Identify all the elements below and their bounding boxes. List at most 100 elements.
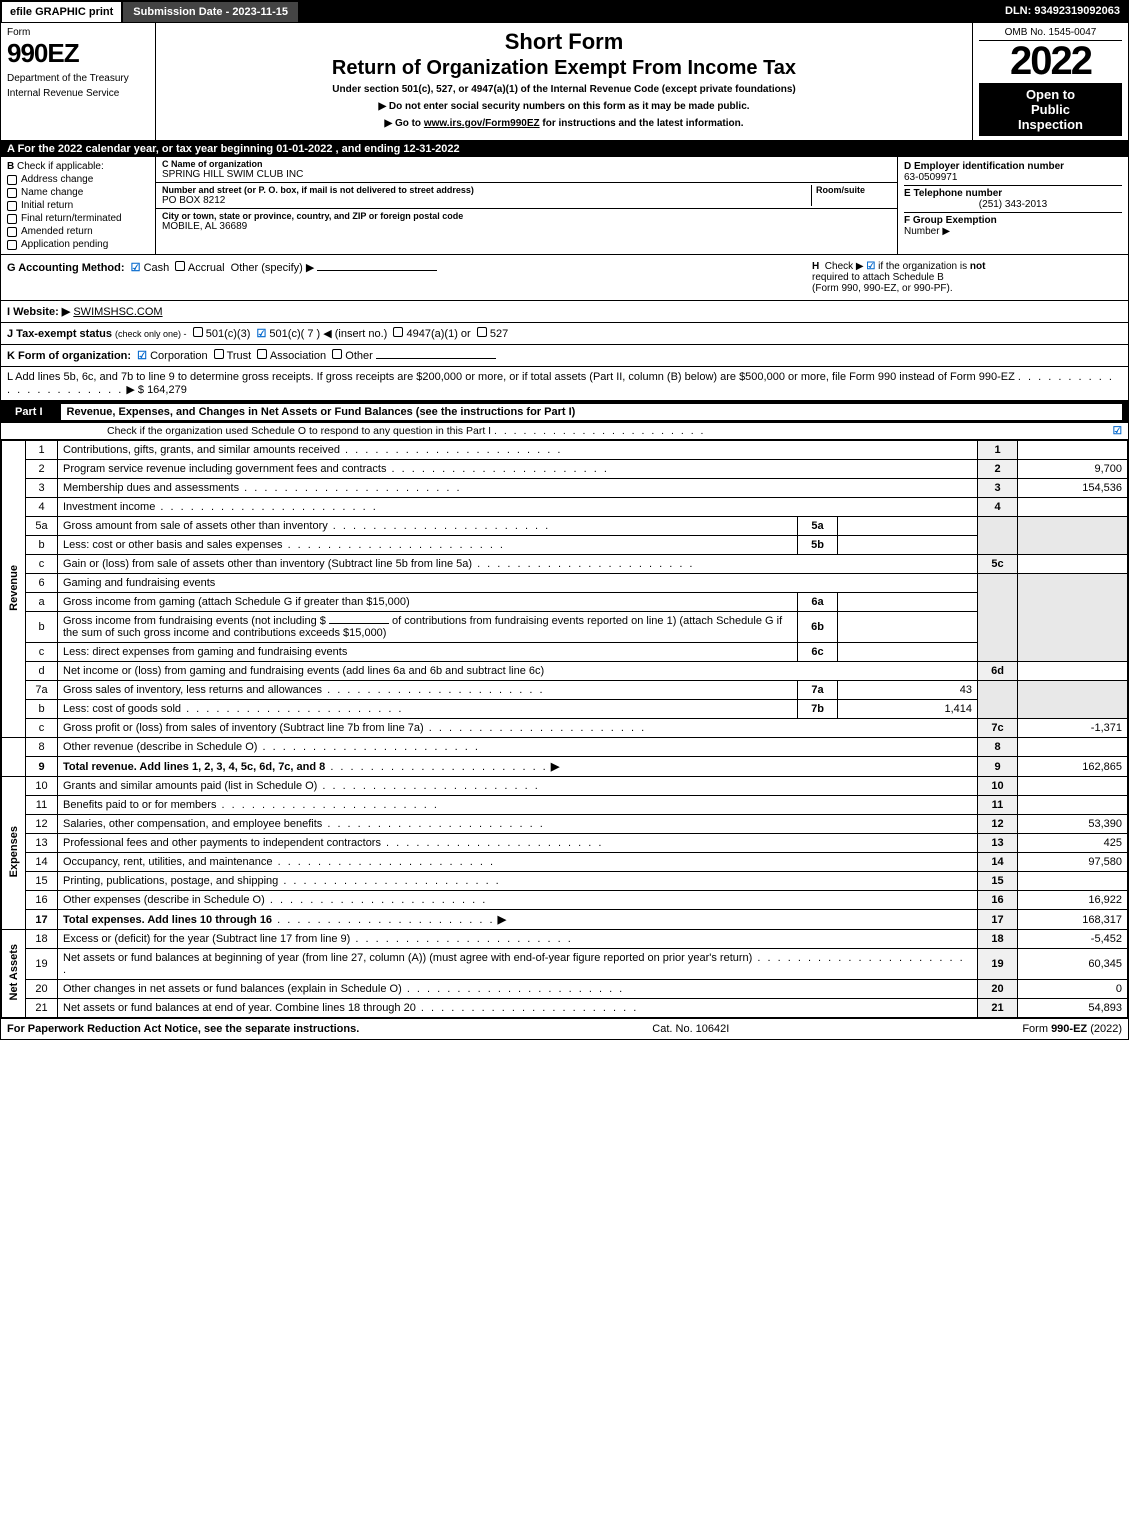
room-label: Room/suite	[816, 185, 891, 195]
table-row: 16 Other expenses (describe in Schedule …	[2, 891, 1128, 910]
cb-application-pending[interactable]: Application pending	[7, 239, 149, 250]
right-num: 2	[978, 460, 1018, 479]
part1-title: Revenue, Expenses, and Changes in Net As…	[67, 406, 413, 418]
line-num: c	[26, 555, 58, 574]
f-label2: Number ▶	[904, 226, 950, 237]
right-val: 0	[1018, 980, 1128, 999]
sub-val	[838, 643, 978, 662]
checkbox-icon	[214, 349, 224, 359]
j-opt4: 527	[490, 328, 508, 340]
table-row: b Less: cost or other basis and sales ex…	[2, 536, 1128, 555]
sub-num: 6a	[798, 593, 838, 612]
right-val: 53,390	[1018, 815, 1128, 834]
k-trust: Trust	[227, 350, 252, 362]
right-num: 9	[978, 757, 1018, 777]
city-label: City or town, state or province, country…	[162, 211, 891, 221]
right-num: 18	[978, 930, 1018, 949]
j-label: J Tax-exempt status	[7, 328, 112, 340]
table-row: 9 Total revenue. Add lines 1, 2, 3, 4, 5…	[2, 757, 1128, 777]
row-a-calendar-year: A For the 2022 calendar year, or tax yea…	[1, 141, 1128, 157]
line-desc: Printing, publications, postage, and shi…	[58, 872, 978, 891]
website-value: SWIMSHSC.COM	[73, 306, 162, 318]
cb-address-change[interactable]: Address change	[7, 174, 149, 185]
arrow-icon: ▶	[551, 761, 559, 773]
line-desc: Gross profit or (loss) from sales of inv…	[58, 719, 978, 738]
right-val	[1018, 872, 1128, 891]
line-num: a	[26, 593, 58, 612]
table-row: 4 Investment income 4	[2, 498, 1128, 517]
right-num: 8	[978, 738, 1018, 757]
row-h: H Check ▶ ☑ if the organization is not r…	[812, 261, 1122, 294]
revenue-vert-cont	[2, 738, 26, 777]
irs-link[interactable]: www.irs.gov/Form990EZ	[424, 118, 540, 129]
sub-num: 7b	[798, 700, 838, 719]
header-center: Short Form Return of Organization Exempt…	[156, 23, 973, 140]
cb-final-return[interactable]: Final return/terminated	[7, 213, 149, 224]
top-bar: efile GRAPHIC print Submission Date - 20…	[1, 1, 1128, 23]
table-row: 11 Benefits paid to or for members 11	[2, 796, 1128, 815]
line-desc: Benefits paid to or for members	[58, 796, 978, 815]
checkbox-icon	[7, 188, 17, 198]
right-num: 21	[978, 999, 1018, 1018]
open-public-inspection: Open to Public Inspection	[979, 83, 1122, 136]
g-accrual: Accrual	[188, 262, 225, 274]
line-num: 5a	[26, 517, 58, 536]
line-desc: Less: cost of goods sold	[58, 700, 798, 719]
line-num: 8	[26, 738, 58, 757]
checkbox-icon	[7, 201, 17, 211]
cb-label: Application pending	[21, 239, 108, 250]
h-check: Check ▶	[825, 261, 864, 272]
line-num: 7a	[26, 681, 58, 700]
revenue-vert-label: Revenue	[2, 441, 26, 738]
submission-date-button[interactable]: Submission Date - 2023-11-15	[122, 1, 299, 23]
j-opt1: 501(c)(3)	[206, 328, 251, 340]
line-num: 6	[26, 574, 58, 593]
sub-num: 5a	[798, 517, 838, 536]
line-desc: Gross amount from sale of assets other t…	[58, 517, 798, 536]
sub-num: 6b	[798, 612, 838, 643]
g-label: G Accounting Method:	[7, 262, 125, 274]
right-num: 20	[978, 980, 1018, 999]
g-cash: Cash	[144, 262, 170, 274]
header-left: Form 990EZ Department of the Treasury In…	[1, 23, 156, 140]
row-l-gross-receipts: L Add lines 5b, 6c, and 7b to line 9 to …	[1, 367, 1128, 401]
right-val: 54,893	[1018, 999, 1128, 1018]
form-container: efile GRAPHIC print Submission Date - 20…	[0, 0, 1129, 1040]
shaded-cell	[1018, 517, 1128, 555]
table-row: 21 Net assets or fund balances at end of…	[2, 999, 1128, 1018]
table-row: 15 Printing, publications, postage, and …	[2, 872, 1128, 891]
line-num: 4	[26, 498, 58, 517]
line-num: 17	[26, 910, 58, 930]
phone-value: (251) 343-2013	[904, 199, 1122, 210]
line-num: c	[26, 719, 58, 738]
line-num: 14	[26, 853, 58, 872]
table-row: 3 Membership dues and assessments 3 154,…	[2, 479, 1128, 498]
cb-label: Amended return	[21, 226, 93, 237]
row-g: G Accounting Method: ☑ Cash Accrual Othe…	[7, 261, 812, 294]
efile-print-button[interactable]: efile GRAPHIC print	[1, 1, 122, 23]
line-num: 9	[26, 757, 58, 777]
row-j-tax-exempt: J Tax-exempt status (check only one) - 5…	[1, 323, 1128, 345]
right-val: 168,317	[1018, 910, 1128, 930]
cb-amended-return[interactable]: Amended return	[7, 226, 149, 237]
checkbox-icon	[332, 349, 342, 359]
instruct-ssn: ▶ Do not enter social security numbers o…	[164, 101, 964, 112]
right-val: -1,371	[1018, 719, 1128, 738]
l-value: 164,279	[147, 384, 187, 396]
line-num: b	[26, 612, 58, 643]
line-desc: Net income or (loss) from gaming and fun…	[58, 662, 978, 681]
line-desc: Gross income from fundraising events (no…	[58, 612, 798, 643]
section-b-through-f: B Check if applicable: Address change Na…	[1, 157, 1128, 255]
tax-year: 2022	[979, 41, 1122, 81]
cb-name-change[interactable]: Name change	[7, 187, 149, 198]
instruct-goto-pre: ▶ Go to	[384, 118, 423, 129]
addr-value: PO BOX 8212	[162, 195, 811, 206]
row-i-website: I Website: ▶ SWIMSHSC.COM	[1, 301, 1128, 323]
right-val: 162,865	[1018, 757, 1128, 777]
cb-initial-return[interactable]: Initial return	[7, 200, 149, 211]
table-row: Expenses 10 Grants and similar amounts p…	[2, 777, 1128, 796]
k-assoc: Association	[270, 350, 326, 362]
right-val: 425	[1018, 834, 1128, 853]
instruct-goto-post: for instructions and the latest informat…	[540, 118, 744, 129]
g-other-blank	[317, 270, 437, 271]
